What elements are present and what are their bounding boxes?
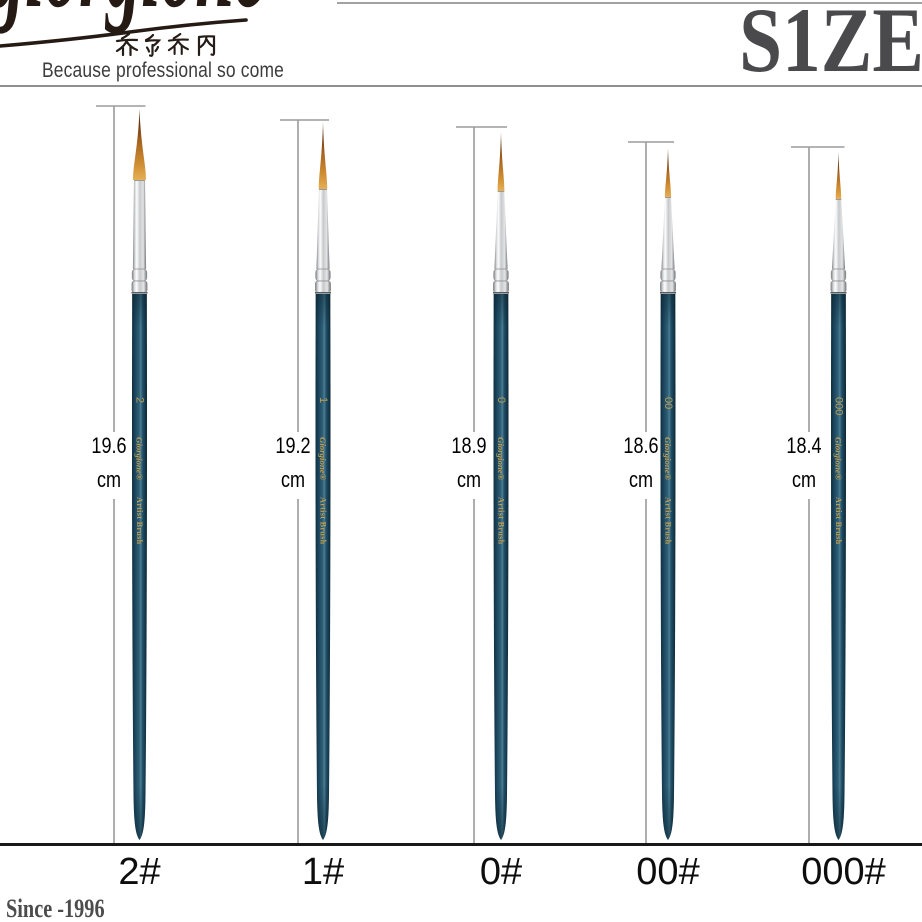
svg-text:Artist Brush: Artist Brush: [319, 497, 328, 545]
svg-text:Giorgione®: Giorgione®: [135, 437, 145, 481]
svg-text:Giorgione®: Giorgione®: [496, 437, 506, 481]
svg-text:Artist Brush: Artist Brush: [135, 497, 144, 545]
svg-text:Giorgione®: Giorgione®: [318, 437, 328, 481]
svg-text:Giorgione®: Giorgione®: [834, 437, 844, 481]
svg-text:0: 0: [495, 397, 507, 403]
svg-text:2: 2: [134, 397, 146, 403]
svg-text:Giorgione®: Giorgione®: [663, 437, 673, 481]
svg-text:00: 00: [662, 397, 674, 409]
svg-text:1: 1: [317, 397, 329, 403]
svg-text:Artist Brush: Artist Brush: [497, 497, 506, 545]
svg-text:Artist Brush: Artist Brush: [664, 497, 673, 545]
svg-text:giorgione: giorgione: [0, 0, 265, 35]
svg-text:000: 000: [833, 397, 845, 415]
svg-text:Artist Brush: Artist Brush: [834, 497, 843, 545]
